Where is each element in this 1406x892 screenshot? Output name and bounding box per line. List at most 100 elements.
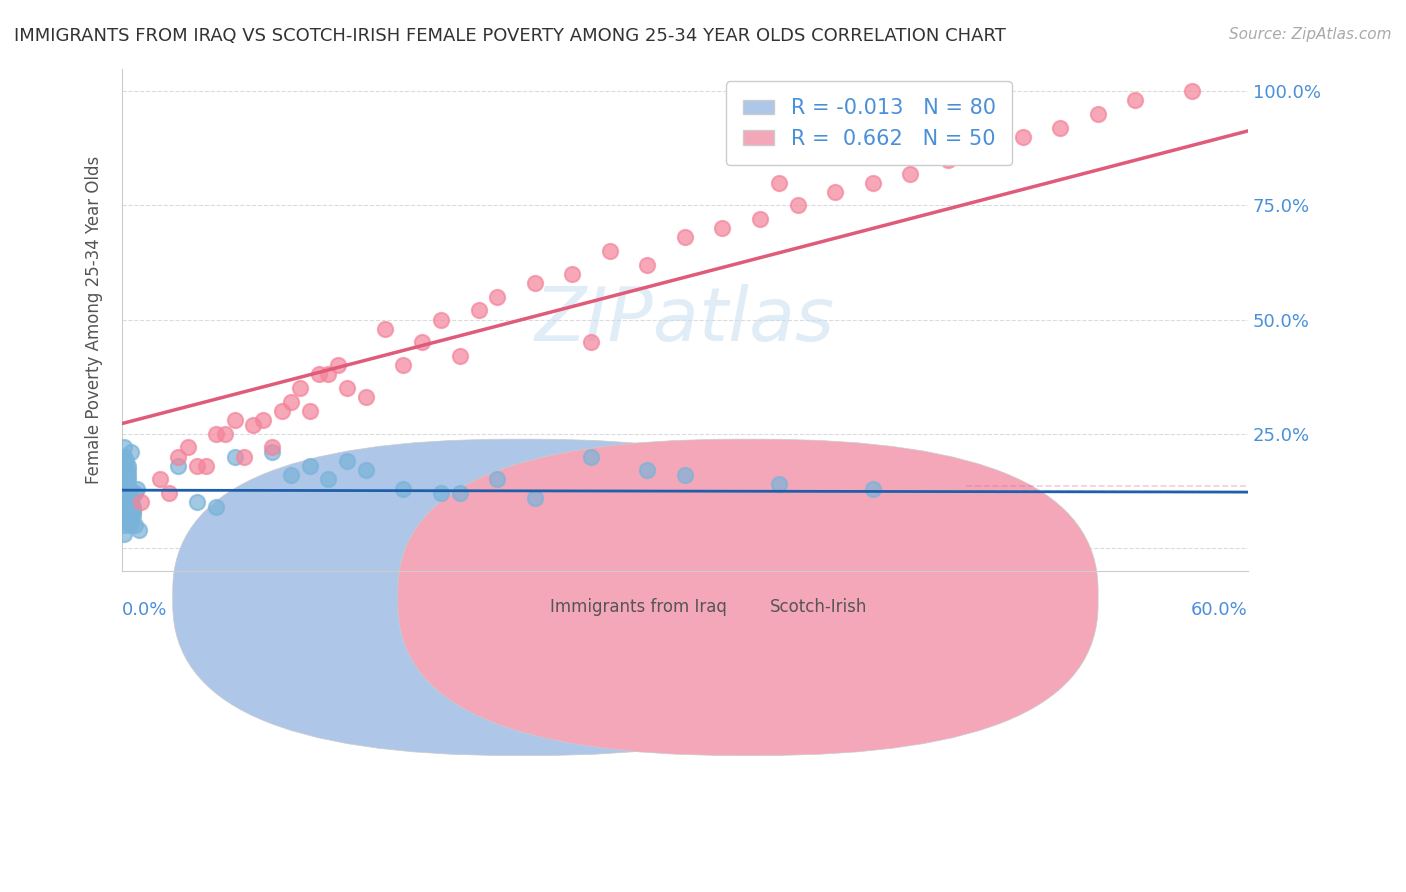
- Point: [122, 504, 145, 518]
- Point: [122, 504, 145, 518]
- Point: [318, 472, 340, 486]
- Point: [186, 495, 208, 509]
- Point: [354, 463, 377, 477]
- Point: [114, 467, 136, 482]
- Point: [118, 508, 141, 523]
- Point: [392, 359, 415, 373]
- Point: [523, 491, 546, 505]
- Point: [117, 482, 139, 496]
- Point: [298, 404, 321, 418]
- Point: [430, 312, 453, 326]
- Point: [117, 467, 139, 482]
- Point: [118, 508, 141, 523]
- Point: [1180, 84, 1202, 98]
- Point: [117, 504, 139, 518]
- FancyBboxPatch shape: [398, 439, 1098, 756]
- Point: [112, 491, 135, 505]
- Point: [112, 508, 135, 523]
- Y-axis label: Female Poverty Among 25-34 Year Olds: Female Poverty Among 25-34 Year Olds: [86, 155, 103, 483]
- Point: [224, 413, 246, 427]
- Legend: R = -0.013   N = 80, R =  0.662   N = 50: R = -0.013 N = 80, R = 0.662 N = 50: [725, 81, 1012, 165]
- Point: [157, 486, 180, 500]
- Point: [112, 454, 135, 468]
- Point: [1011, 130, 1033, 145]
- Point: [374, 322, 396, 336]
- Point: [177, 441, 200, 455]
- Text: Source: ZipAtlas.com: Source: ZipAtlas.com: [1229, 27, 1392, 42]
- Point: [336, 381, 359, 395]
- Point: [786, 198, 808, 212]
- Text: 0.0%: 0.0%: [122, 601, 167, 619]
- Point: [112, 477, 135, 491]
- Point: [114, 514, 136, 528]
- Point: [449, 486, 471, 500]
- Point: [120, 495, 142, 509]
- Text: Immigrants from Iraq: Immigrants from Iraq: [550, 599, 727, 616]
- Point: [768, 176, 790, 190]
- Point: [936, 153, 959, 167]
- Point: [118, 491, 141, 505]
- Point: [122, 500, 145, 514]
- Point: [120, 445, 142, 459]
- Point: [120, 504, 142, 518]
- Point: [336, 454, 359, 468]
- Point: [214, 426, 236, 441]
- Point: [430, 486, 453, 500]
- Point: [120, 495, 142, 509]
- Point: [824, 185, 846, 199]
- Point: [114, 477, 136, 491]
- Point: [114, 486, 136, 500]
- Point: [112, 458, 135, 473]
- Point: [354, 390, 377, 404]
- Point: [112, 441, 135, 455]
- Point: [486, 472, 509, 486]
- Point: [205, 500, 228, 514]
- FancyBboxPatch shape: [173, 439, 873, 756]
- Point: [117, 458, 139, 473]
- Point: [114, 477, 136, 491]
- Point: [112, 450, 135, 464]
- Point: [112, 527, 135, 541]
- Point: [1087, 107, 1109, 121]
- Point: [326, 359, 349, 373]
- Point: [974, 139, 997, 153]
- Point: [118, 518, 141, 533]
- Point: [290, 381, 312, 395]
- Point: [114, 477, 136, 491]
- Point: [711, 221, 734, 235]
- Point: [392, 482, 415, 496]
- Point: [561, 267, 583, 281]
- Point: [124, 486, 146, 500]
- Point: [118, 514, 141, 528]
- Point: [117, 495, 139, 509]
- Point: [486, 290, 509, 304]
- Text: ZIPatlas: ZIPatlas: [534, 284, 835, 356]
- Point: [112, 518, 135, 533]
- Point: [112, 491, 135, 505]
- Point: [195, 458, 218, 473]
- Point: [114, 500, 136, 514]
- Point: [898, 167, 921, 181]
- Point: [449, 349, 471, 363]
- Point: [117, 495, 139, 509]
- Point: [599, 244, 621, 259]
- Point: [749, 212, 772, 227]
- Point: [120, 491, 142, 505]
- Point: [579, 335, 602, 350]
- Point: [122, 508, 145, 523]
- Point: [636, 463, 658, 477]
- Point: [862, 482, 884, 496]
- Point: [411, 335, 433, 350]
- Point: [112, 467, 135, 482]
- Point: [148, 472, 170, 486]
- Point: [233, 450, 256, 464]
- Point: [114, 454, 136, 468]
- Point: [118, 482, 141, 496]
- Point: [242, 417, 264, 432]
- Point: [167, 458, 190, 473]
- Point: [114, 491, 136, 505]
- Point: [129, 495, 152, 509]
- Point: [186, 458, 208, 473]
- Point: [318, 368, 340, 382]
- Point: [117, 486, 139, 500]
